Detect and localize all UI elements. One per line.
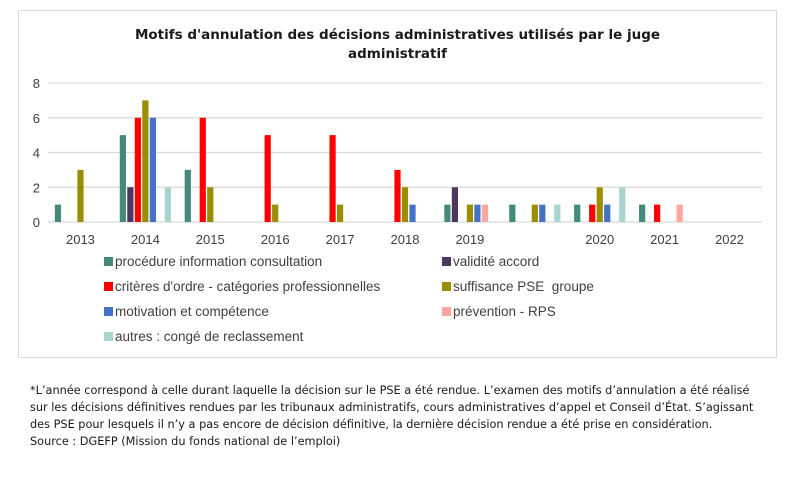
legend-swatch [104,332,113,341]
bar [409,204,416,222]
bar [451,187,459,222]
x-tick-label: 2021 [650,232,679,247]
bar [272,204,279,222]
bar [574,204,581,222]
x-tick-label: 2018 [391,232,420,247]
legend-swatch [104,307,113,316]
y-tick-label: 8 [33,76,40,91]
x-tick-label: 2014 [131,232,160,247]
legend-label: autres : congé de reclassement [115,329,304,344]
bar [481,204,489,222]
bar [539,204,546,222]
bar [654,204,661,222]
legend-item: validité accord [442,254,539,269]
chart-title-line-2: administratif [348,46,447,62]
bar [54,204,62,222]
x-tick-label: 2019 [455,232,484,247]
bar [474,204,481,222]
bar [207,187,214,222]
bar [444,204,451,222]
bar [336,204,344,222]
legend-swatch [442,282,451,291]
bar [77,169,84,222]
footnote-line-1: *L’année correspond à celle durant laque… [30,384,750,397]
x-axis-ticks: 2013 2014 2015 2016 2017 2018 2019 2020 2021 2022 [66,232,744,247]
bar [466,204,474,222]
bars [54,100,683,222]
x-tick-label: 2020 [585,232,614,247]
x-tick-label: 2016 [261,232,290,247]
bar [164,187,171,222]
legend-label: validité accord [453,254,540,269]
legend-label: motivation et compétence [115,304,269,319]
x-tick-label: 2017 [326,232,355,247]
y-axis-ticks: 0 2 4 6 8 [33,76,40,230]
legend-swatch [104,257,113,266]
legend-item: critères d'ordre - catégories profession… [104,279,380,294]
y-tick-label: 0 [33,215,40,230]
chart-title: Motifs d'annulation des décisions admini… [19,26,776,64]
x-tick-label: 2013 [66,232,95,247]
x-tick-label: 2015 [196,232,225,247]
bar [604,204,611,222]
bar [199,117,206,222]
bar [149,117,156,222]
bar [401,187,409,222]
legend-item: procédure information consultation [104,254,322,269]
bar [554,204,561,222]
bar [127,187,134,222]
footnote-line-3: des PSE pour lesquels il n’y a pas encor… [30,418,713,431]
legend-swatch [104,282,113,291]
legend-swatch [442,257,451,266]
legend-swatch [442,307,451,316]
y-tick-label: 6 [33,111,40,126]
bar [589,204,596,222]
bar [394,169,401,222]
legend-item: prévention - RPS [442,304,556,319]
bar [531,204,538,222]
legend-item: autres : congé de reclassement [104,329,303,344]
legend-label: critères d'ordre - catégories profession… [115,279,381,294]
legend-label: prévention - RPS [453,304,556,319]
footnote-line-2: sur les décisions définitives rendues pa… [30,401,754,414]
legend-label: procédure information consultation [115,254,323,269]
legend-item: motivation et compétence [104,304,269,319]
footnote-source: Source : DGEFP (Mission du fonds nationa… [30,435,341,448]
bar [639,204,646,222]
bar [329,135,336,222]
bar [619,187,626,222]
bar [184,169,191,222]
bar [596,187,603,222]
legend-label: suffisance PSE groupe [453,279,594,294]
bar [264,135,271,222]
bar [509,204,516,222]
legend-item: suffisance PSE groupe [442,279,594,294]
bar [134,117,141,222]
footnote: *L’année correspond à celle durant laque… [30,382,800,450]
y-tick-label: 2 [33,180,40,195]
bar [142,100,149,222]
chart-title-line-1: Motifs d'annulation des décisions admini… [134,27,661,43]
bar [119,135,126,222]
y-tick-label: 4 [33,146,40,161]
x-tick-label: 2022 [715,232,744,247]
bar [676,204,683,222]
